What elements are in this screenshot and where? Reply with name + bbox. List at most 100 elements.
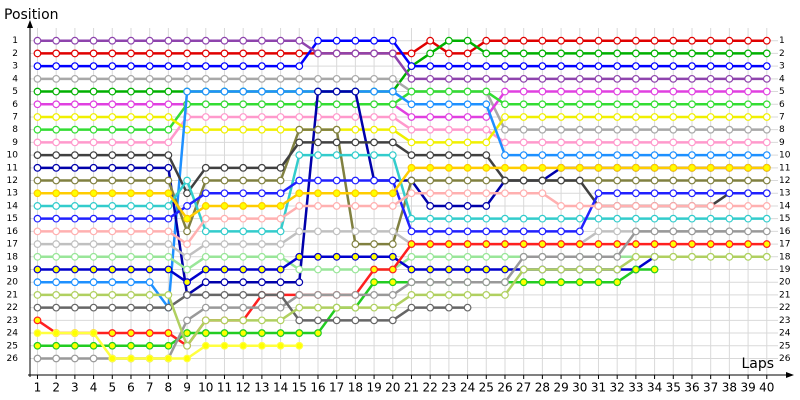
lap-marker [257,329,266,337]
lap-marker [407,265,416,274]
lap-marker [127,214,135,223]
lap-marker [725,252,734,261]
lap-marker [482,36,491,45]
lap-marker [70,341,79,350]
lap-marker [108,62,117,71]
lap-marker [108,163,117,172]
lap-marker [52,354,61,363]
lap-marker [89,138,98,147]
lap-marker [127,125,135,134]
lap-marker [164,303,173,312]
x-tick-label: 38 [722,381,737,395]
lap-marker [239,341,248,350]
lap-marker [332,36,341,45]
lap-marker [201,125,210,134]
lap-marker [314,291,322,299]
lap-marker [183,265,191,274]
lap-marker [744,62,752,71]
lap-marker [164,49,173,58]
lap-marker [482,240,491,248]
lap-marker [351,202,360,210]
lap-marker [762,151,771,160]
lap-marker [669,138,678,147]
lap-marker [295,341,304,350]
lap-marker [370,36,378,45]
lap-marker [257,214,266,223]
lap-marker [557,227,565,236]
lap-marker [351,316,360,325]
lap-marker [201,189,210,198]
lap-marker [239,227,248,236]
y-tick-label-right: 9 [779,138,785,148]
lap-marker [370,151,378,160]
y-tick-label: 23 [7,316,18,326]
lap-marker [108,100,117,109]
lap-marker [444,36,453,45]
x-tick-label: 21 [404,381,419,395]
y-tick-label: 3 [12,62,18,72]
lap-marker [613,227,622,236]
lap-marker [295,291,304,299]
y-tick-label-right: 23 [779,316,790,326]
lap-marker [613,87,622,96]
lap-marker [164,227,173,236]
y-tick-label: 24 [7,329,19,339]
lap-marker [332,151,341,160]
lap-marker [538,100,547,109]
lap-marker [613,36,622,45]
lap-marker [762,138,771,147]
lap-marker [407,74,416,83]
lap-marker [501,252,509,261]
lap-marker [183,189,191,198]
lap-marker [52,176,61,185]
lap-marker [444,100,453,109]
y-tick-label-right: 8 [779,125,785,135]
lap-marker [650,74,659,83]
lap-marker [370,189,378,198]
lap-marker [220,341,229,350]
lap-marker [108,151,117,160]
lap-marker [538,227,547,236]
lap-marker [575,125,584,134]
lap-marker [201,74,210,83]
lap-marker [183,214,191,223]
lap-marker [557,87,565,96]
lap-marker [183,329,191,337]
lap-marker [594,202,603,210]
lap-marker [519,138,528,147]
lap-marker [631,176,640,185]
lap-marker [388,176,397,185]
x-tick-label: 12 [236,381,251,395]
y-tick-label: 16 [7,227,19,237]
lap-marker [538,125,547,134]
lap-marker [444,163,453,172]
lap-marker [164,74,173,83]
lap-marker [594,189,603,198]
lap-marker [669,189,678,198]
lap-marker [370,176,378,185]
lap-marker [482,227,491,236]
lap-marker [52,163,61,172]
lap-marker [332,87,341,96]
y-tick-label-right: 18 [779,252,791,262]
lap-marker [201,303,210,312]
lap-marker [744,125,752,134]
lap-marker [688,252,696,261]
lap-marker [519,214,528,223]
lap-marker [276,36,285,45]
x-tick-label: 13 [254,381,269,395]
lap-marker [295,252,304,261]
lap-marker [463,163,472,172]
lap-marker [463,62,472,71]
lap-marker [631,163,640,172]
lap-marker [108,189,117,198]
lap-marker [239,214,248,223]
lap-marker [388,74,397,83]
lap-marker [351,49,360,58]
lap-marker [519,240,528,248]
x-tick-label: 39 [740,381,755,395]
lap-marker [482,138,491,147]
lap-marker [631,113,640,121]
lap-marker [164,354,173,363]
lap-marker [407,113,416,121]
